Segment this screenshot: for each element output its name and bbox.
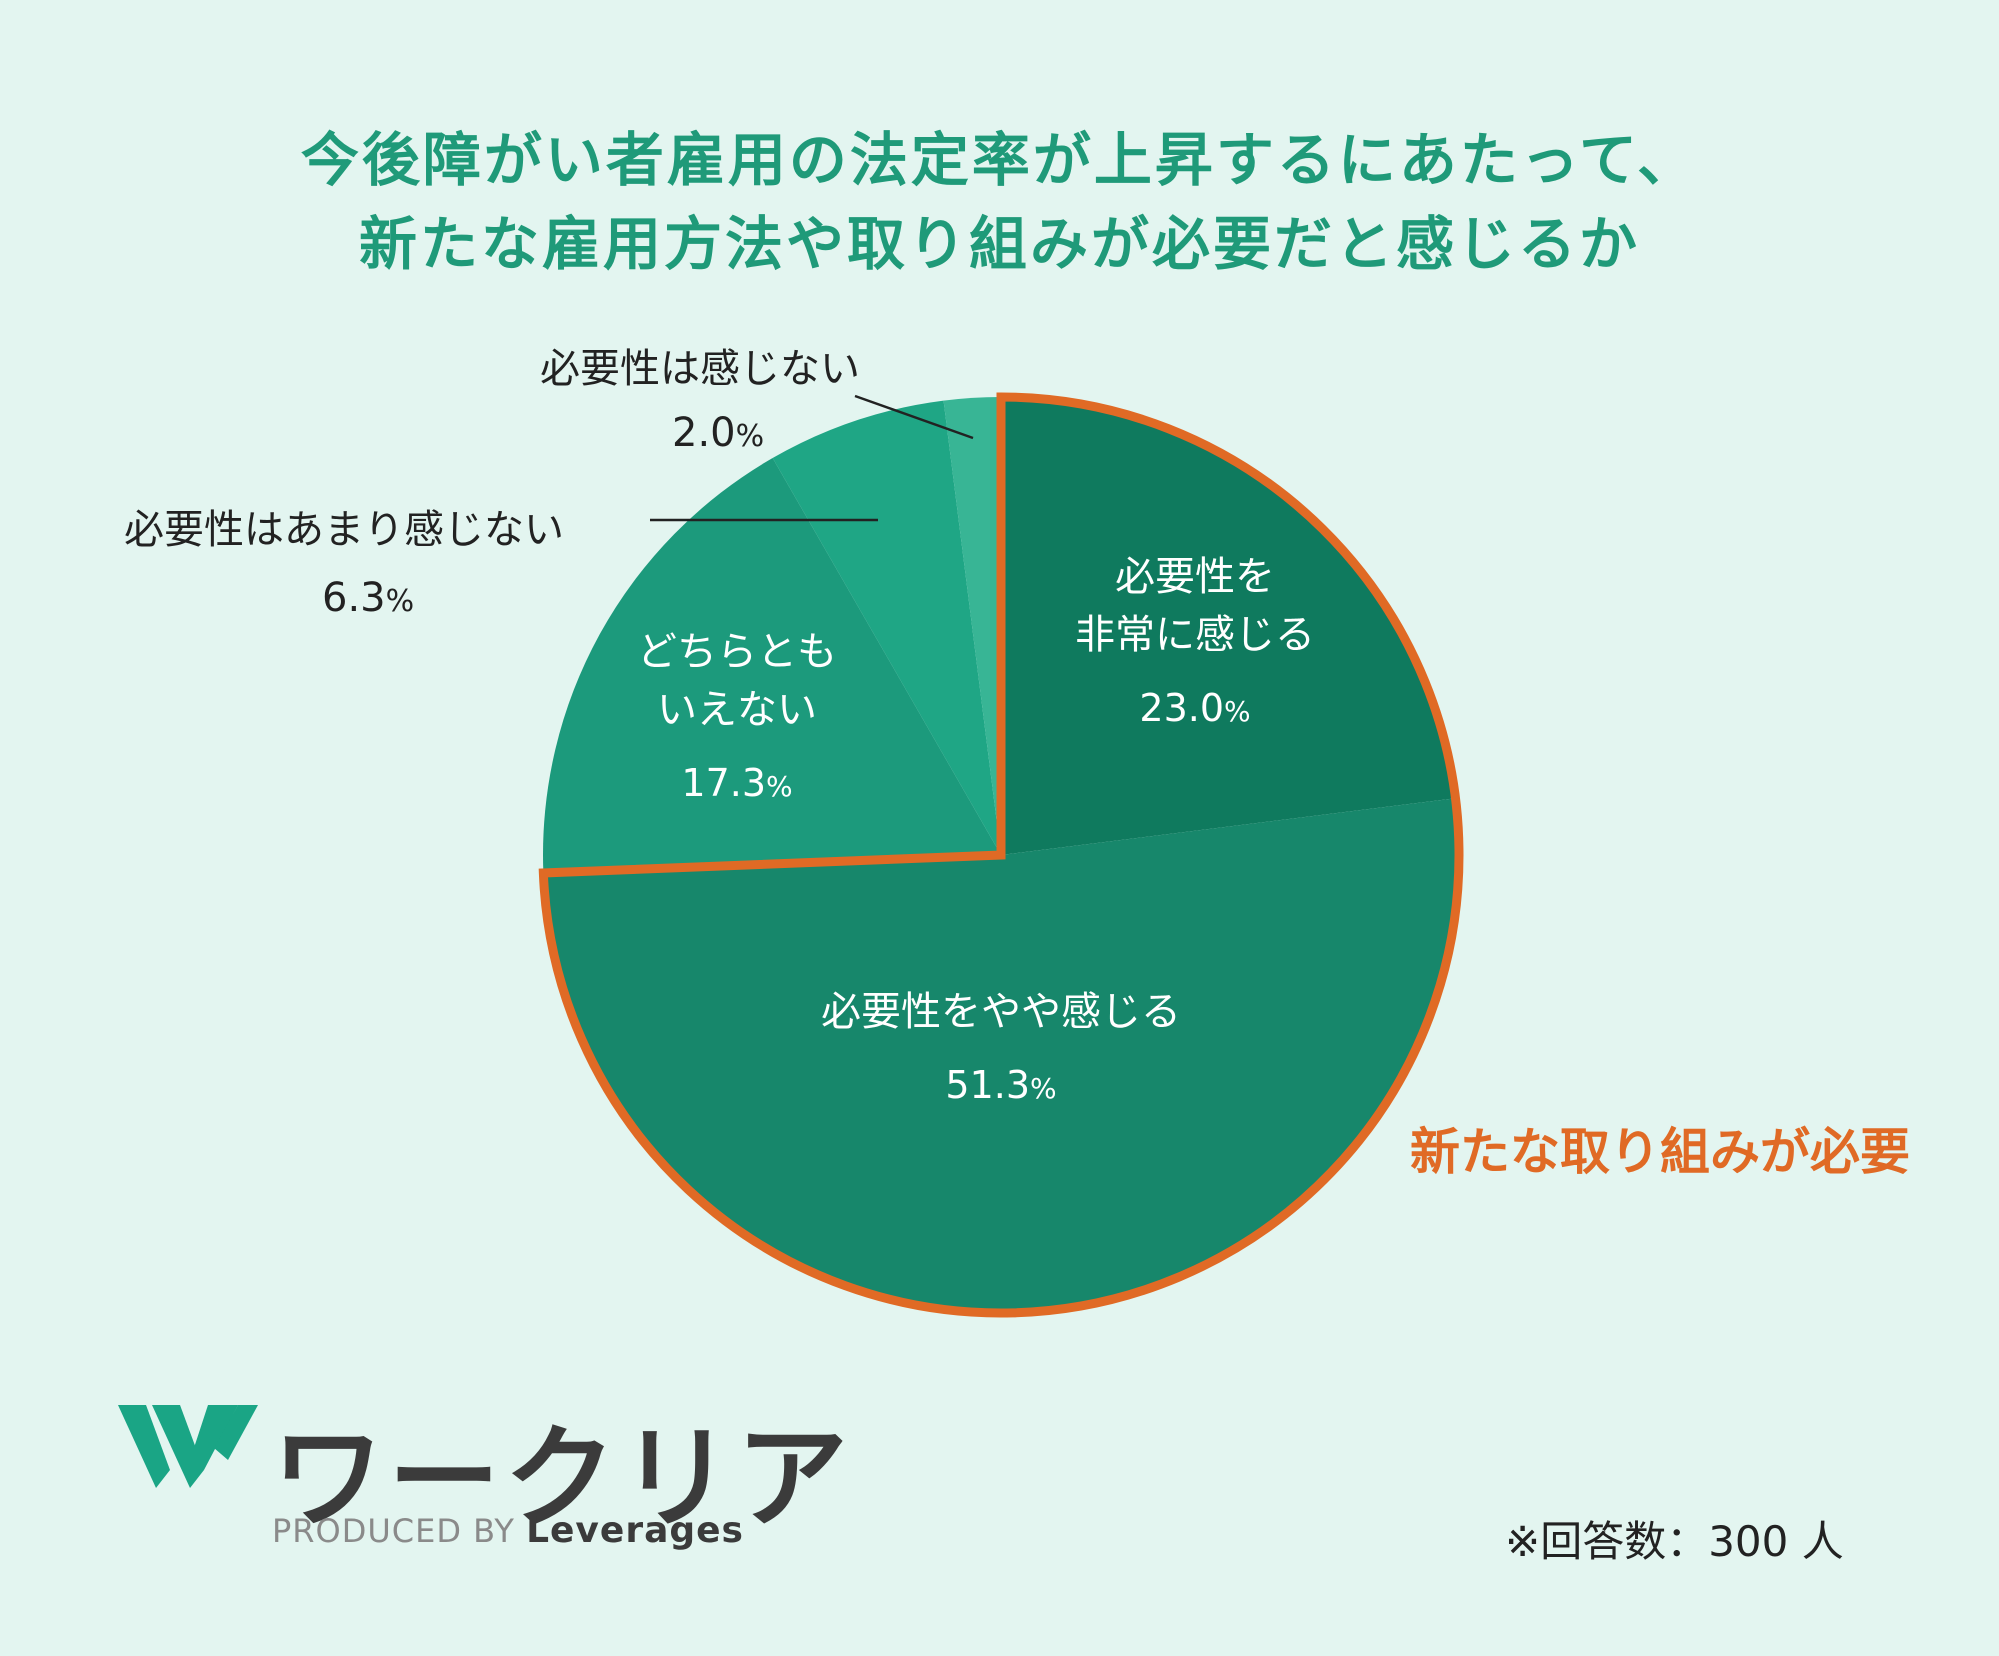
slice-neutral-label: どちらともいえない bbox=[637, 629, 837, 733]
highlight-label: 新たな取り組みが必要 bbox=[1410, 1123, 1910, 1181]
logo-icon bbox=[118, 1405, 258, 1488]
slice-very-needed-value: 23.0% bbox=[1139, 686, 1250, 730]
slice-somewhat-needed-value: 51.3% bbox=[945, 1063, 1056, 1107]
footnote: ※回答数：300 人 bbox=[1505, 1517, 1844, 1566]
leader-line-not-needed bbox=[854, 394, 974, 440]
label-not-needed: 必要性は感じない bbox=[540, 346, 860, 392]
label-not-very-needed: 必要性はあまり感じない bbox=[124, 507, 564, 553]
slice-very-needed bbox=[1001, 397, 1456, 855]
slice-neutral bbox=[543, 458, 1001, 873]
value-not-needed: 2.0% bbox=[672, 410, 765, 456]
slice-not-very-needed bbox=[772, 400, 1001, 855]
slice-somewhat-needed-label: 必要性をやや感じる bbox=[821, 989, 1181, 1035]
slice-very-needed-label: 必要性を非常に感じる bbox=[1075, 554, 1315, 658]
logo-text: ワークリア bbox=[272, 1414, 852, 1544]
slice-somewhat-needed bbox=[543, 798, 1459, 1313]
value-not-very-needed: 6.3% bbox=[322, 575, 415, 621]
slice-not-needed bbox=[943, 397, 1001, 855]
highlight-outline bbox=[538, 392, 1464, 1318]
produced-by: PRODUCED BY Leverages bbox=[272, 1510, 744, 1551]
chart-title-line-2: 新たな雇用方法や取り組みが必要だと感じるか bbox=[358, 210, 1640, 278]
chart-title: 今後障がい者雇用の法定率が上昇するにあたって、 新たな雇用方法や取り組みが必要だ… bbox=[0, 118, 1999, 286]
slice-neutral-value: 17.3% bbox=[681, 761, 792, 805]
chart-title-line-1: 今後障がい者雇用の法定率が上昇するにあたって、 bbox=[300, 126, 1699, 194]
